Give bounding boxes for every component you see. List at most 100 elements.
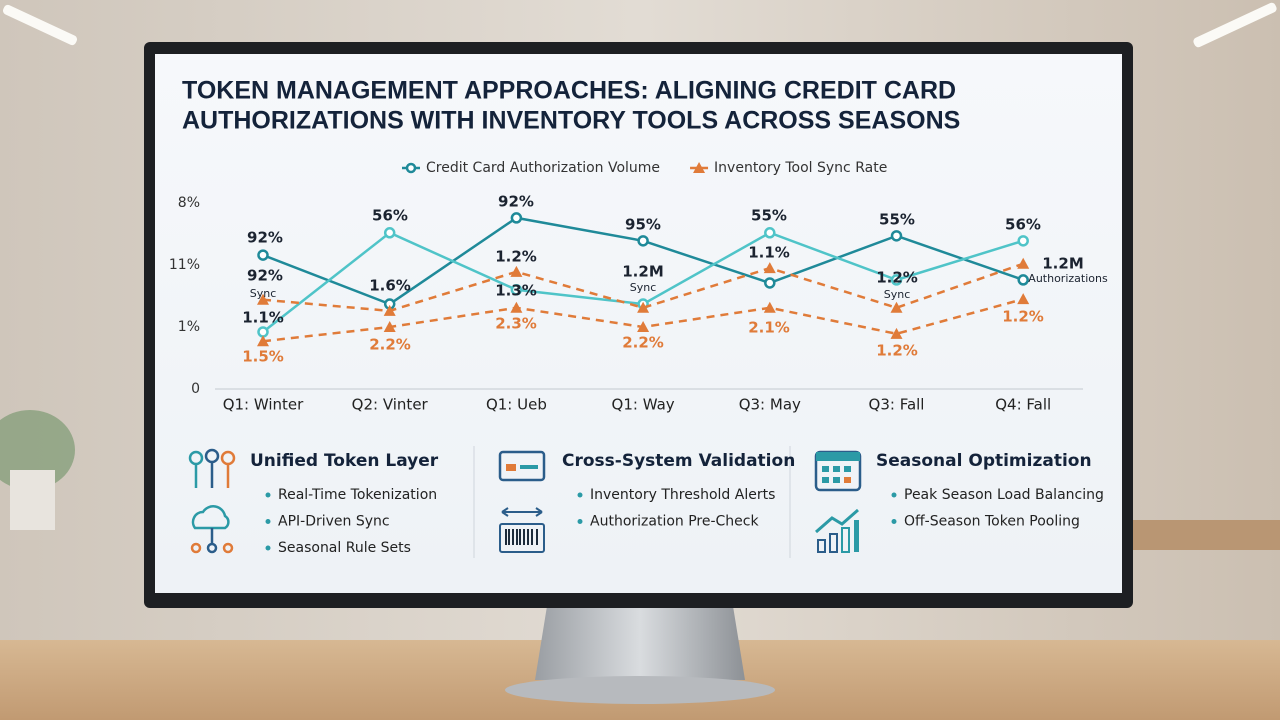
point-marker [257,249,269,261]
point-marker [763,301,776,313]
annotation: 55% [879,211,915,229]
point-marker [1017,293,1030,305]
point-marker [890,327,903,339]
screen [155,54,1122,593]
x-tick-label: Q3: May [739,396,801,414]
point-marker [764,227,776,239]
annotation: 1.2% [1002,308,1044,326]
legend-label: Inventory Tool Sync Rate [714,160,887,176]
annotation: 95% [625,216,661,234]
point-marker [257,326,269,338]
annotation: 1.6% [369,277,411,295]
panel-item: Inventory Threshold Alerts [590,487,775,503]
annotation: 1.3% [495,282,537,300]
point-marker [763,262,776,274]
panel-title: Cross-System Validation [562,451,795,471]
annotation: 92% [247,229,283,247]
calendar-icon [814,450,862,492]
annotation: Sync [250,287,277,300]
annotation: 1.2% [495,248,537,266]
monitor-base [505,676,775,704]
card-icon [498,450,546,482]
point-marker [637,301,650,313]
shelf [1130,520,1280,550]
barcode-icon [499,507,545,553]
annotation: 55% [751,207,787,225]
x-tick-label: Q4: Fall [995,396,1051,414]
x-tick-label: Q1: Winter [223,396,304,414]
bullet [891,519,897,524]
annotation: 56% [372,207,408,225]
ceiling-light [2,4,78,46]
point-marker [510,265,523,277]
annotation: Sync [884,288,911,301]
annotation: 56% [1005,216,1041,234]
plant [0,410,75,490]
annotation: 1.1% [242,309,284,327]
point-marker [383,304,396,316]
annotation: 1.2M [1042,255,1084,273]
point-marker [1017,257,1030,269]
panel-item: Off-Season Token Pooling [904,514,1080,530]
bullet [265,519,271,524]
legend-label: Credit Card Authorization Volume [426,160,660,176]
point-marker [257,335,269,347]
plant-pot [10,470,55,530]
point-marker [510,301,523,313]
x-tick-label: Q1: Ueb [486,396,547,414]
y-tick-label: 11% [169,257,200,273]
x-tick-label: Q1: Way [612,396,675,414]
keys-icon [188,448,236,488]
point-marker [890,301,903,313]
y-tick-label: 0 [191,381,200,397]
point-marker [1017,235,1029,247]
point-marker [257,293,269,305]
point-marker [890,274,903,286]
annotation: 92% [247,267,283,285]
bullet [577,519,583,524]
growth-icon [815,508,859,553]
annotation: 92% [498,193,534,211]
panel-title: Seasonal Optimization [876,451,1092,471]
annotation: 1.2% [876,269,918,287]
panel-item: Authorization Pre-Check [590,514,759,530]
annotation: 2.3% [495,315,537,333]
annotation: 2.2% [622,334,664,352]
annotation: 1.5% [242,348,284,366]
annotation: 1.1% [748,244,790,262]
point-marker [764,277,776,289]
chart-title: AUTHORIZATIONS WITH INVENTORY TOOLS ACRO… [182,107,960,135]
annotation: Sync [630,281,657,294]
annotation: 2.2% [369,336,411,354]
panel-item: API-Driven Sync [278,514,390,530]
x-tick-label: Q3: Fall [869,396,925,414]
point-marker [890,230,903,242]
panel-title: Unified Token Layer [250,451,439,471]
bullet [265,492,271,498]
legend-marker [693,162,706,173]
bullet [891,492,897,498]
panel-item: Peak Season Load Balancing [904,487,1104,503]
point-marker [637,235,649,247]
monitor-stand [535,600,745,680]
annotation: 1.2% [876,342,918,360]
x-tick-label: Q2: Vinter [352,396,429,414]
y-tick-label: 8% [178,195,200,211]
chart-title: TOKEN MANAGEMENT APPROACHES: ALIGNING CR… [182,77,956,105]
point-marker [510,212,523,224]
panel-item: Seasonal Rule Sets [278,540,411,556]
annotation: 2.1% [748,319,790,337]
ceiling-light [1193,2,1277,48]
bullet [265,545,271,551]
point-marker [383,227,396,239]
point-marker [510,284,523,296]
point-marker [637,321,650,332]
point-marker [383,321,396,332]
y-tick-label: 1% [178,319,200,335]
bullet [577,492,583,498]
point-marker [1017,274,1029,286]
annotation: Authorizations [1028,272,1108,285]
panel-item: Real-Time Tokenization [278,487,437,503]
cloud-icon [190,505,234,554]
